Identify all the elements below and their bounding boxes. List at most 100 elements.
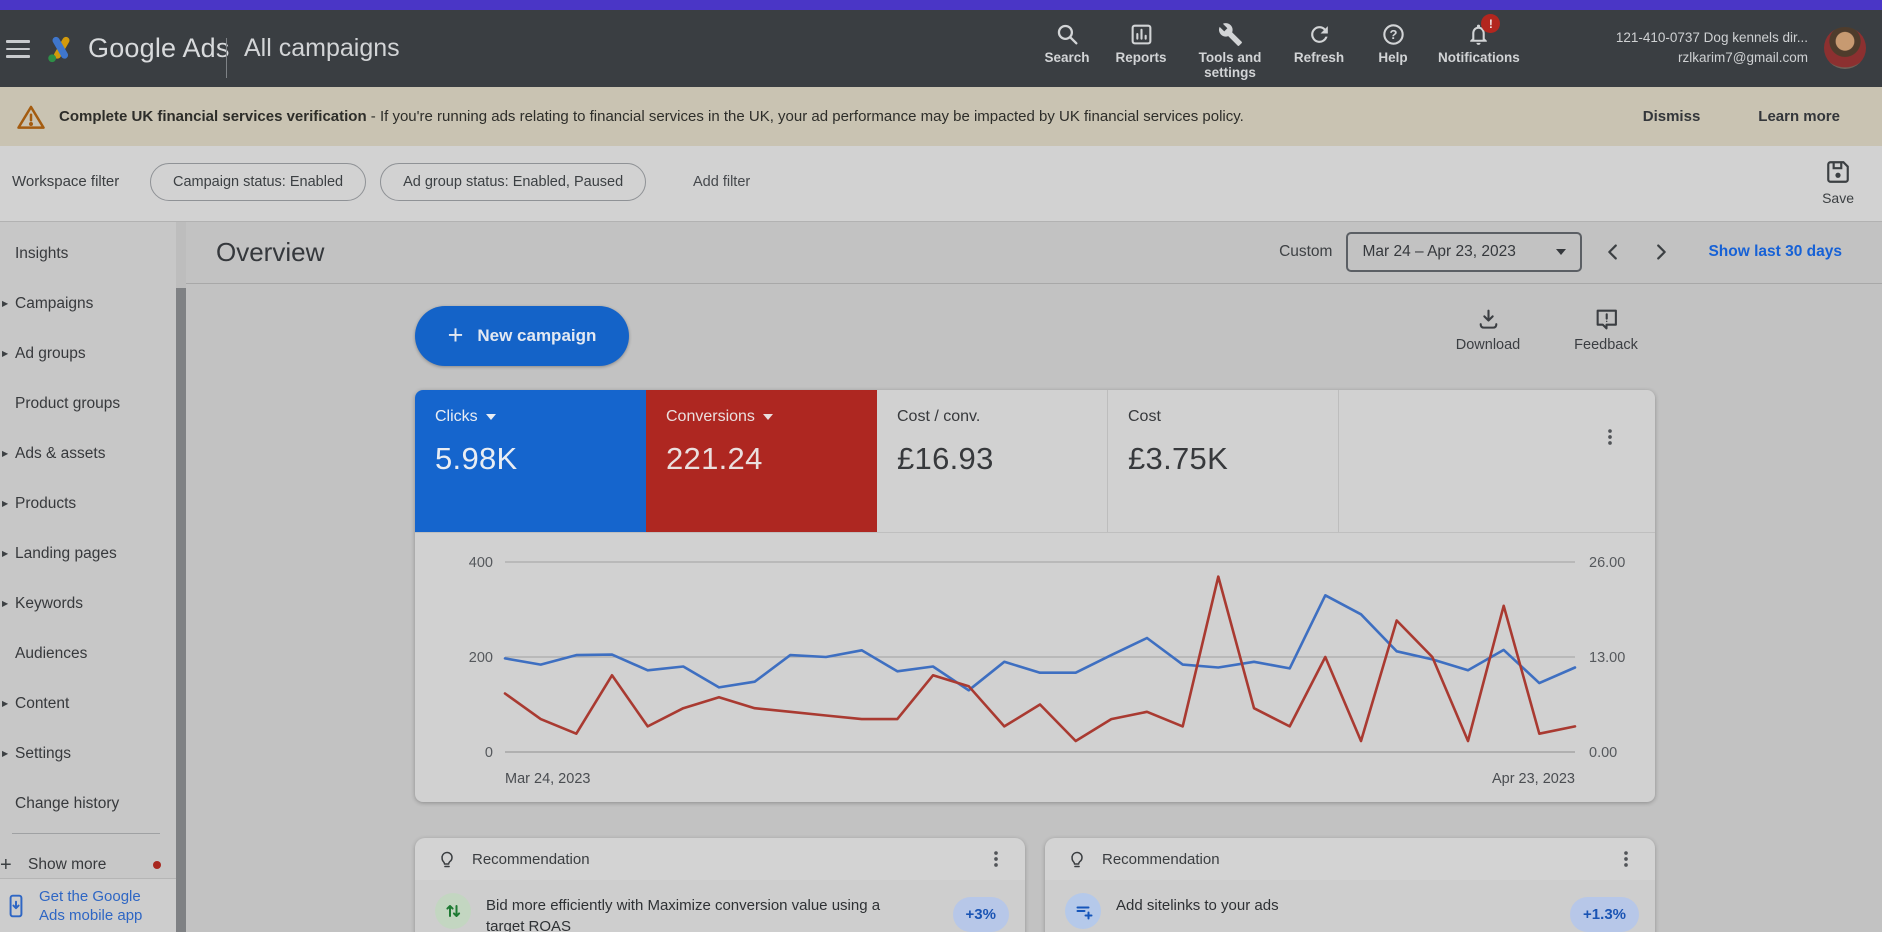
save-button[interactable]: Save (1816, 158, 1860, 207)
sidebar-item-keywords[interactable]: ▶Keywords (0, 589, 174, 619)
nav-tools-and-settings[interactable]: Tools and settings (1186, 22, 1274, 80)
bid-strategy-icon (435, 893, 471, 929)
sidebar-item-content[interactable]: ▶Content (0, 689, 174, 719)
metric-tile-clicks[interactable]: Clicks 5.98K (415, 390, 646, 532)
sidebar-item-products[interactable]: ▶Products (0, 489, 174, 519)
lightbulb-icon (437, 849, 457, 869)
card-menu-button[interactable] (1595, 422, 1625, 452)
filter-pills: Campaign status: Enabled Ad group status:… (150, 163, 646, 201)
svg-text:0.00: 0.00 (1589, 745, 1617, 761)
nav-refresh[interactable]: Refresh (1290, 22, 1348, 65)
recommendation-title: Recommendation (472, 851, 590, 868)
topbar-divider (226, 38, 227, 78)
nav-reports[interactable]: Reports (1112, 22, 1170, 65)
sidebar-item-settings[interactable]: ▶Settings (0, 739, 174, 769)
recommendation-menu-button[interactable] (981, 844, 1011, 874)
show-more-label: Show more (28, 850, 106, 880)
svg-text:Apr 23, 2023: Apr 23, 2023 (1492, 771, 1575, 787)
accent-strip (0, 0, 1882, 10)
overview-chart[interactable]: 00.0020013.0040026.00Mar 24, 2023Apr 23,… (435, 540, 1635, 792)
expand-arrow-icon: ▶ (2, 689, 8, 719)
overview-header: Overview Custom Mar 24 – Apr 23, 2023 Sh… (186, 222, 1882, 284)
svg-text:13.00: 13.00 (1589, 650, 1625, 666)
mobile-app-link[interactable]: Get the Google Ads mobile app (0, 878, 176, 932)
filter-pill[interactable]: Campaign status: Enabled (150, 163, 366, 201)
sitelink-icon (1065, 893, 1101, 929)
show-more-button[interactable]: + Show more (0, 850, 174, 880)
metric-value: £16.93 (897, 441, 1107, 477)
metric-label: Cost / conv. (897, 408, 980, 426)
recommendation-card-bidding: Recommendation Bid more efficiently with… (415, 838, 1025, 932)
metric-tiles: Clicks 5.98K Conversions 221.24 Cost / c… (415, 390, 1655, 533)
sidebar-item-audiences[interactable]: Audiences (0, 639, 174, 669)
sidebar-item-ad-groups[interactable]: ▶Ad groups (0, 339, 174, 369)
sidebar-item-campaigns[interactable]: ▶Campaigns (0, 289, 174, 319)
recommendation-menu-button[interactable] (1611, 844, 1641, 874)
sidebar-scrollbar[interactable] (176, 222, 186, 932)
notification-dot (153, 861, 161, 869)
sidebar-item-insights[interactable]: Insights (0, 239, 174, 269)
save-icon (1825, 159, 1851, 188)
sidebar-item-product-groups[interactable]: Product groups (0, 389, 174, 419)
help-icon: ? (1381, 22, 1406, 47)
notifications-icon: ! (1466, 22, 1491, 47)
plus-icon: + (448, 322, 464, 349)
feedback-icon (1594, 307, 1619, 332)
impact-badge: +1.3% (1570, 897, 1639, 932)
metric-label: Clicks (435, 408, 478, 426)
lightbulb-icon (1067, 849, 1087, 869)
next-period-button[interactable] (1644, 235, 1678, 269)
expand-arrow-icon: ▶ (2, 289, 8, 319)
nav-notifications[interactable]: !Notifications (1438, 22, 1520, 65)
account-email: rzlkarim7@gmail.com (1616, 48, 1808, 68)
nav-search[interactable]: Search (1038, 22, 1096, 65)
account-info[interactable]: 121-410-0737 Dog kennels dir... rzlkarim… (1616, 28, 1808, 68)
download-button[interactable]: Download (1442, 306, 1534, 354)
refresh-icon (1307, 22, 1332, 47)
learn-more-button[interactable]: Learn more (1758, 108, 1840, 125)
new-campaign-button[interactable]: + New campaign (415, 306, 629, 366)
recommendation-text: Add sitelinks to your ads (1116, 895, 1279, 916)
filter-pill[interactable]: Ad group status: Enabled, Paused (380, 163, 646, 201)
sidebar-item-ads-assets[interactable]: ▶Ads & assets (0, 439, 174, 469)
metric-label: Cost (1128, 408, 1161, 426)
previous-period-button[interactable] (1596, 235, 1630, 269)
reports-icon (1129, 22, 1154, 47)
sidebar-item-change-history[interactable]: Change history (0, 789, 174, 819)
sidebar-item-landing-pages[interactable]: ▶Landing pages (0, 539, 174, 569)
expand-arrow-icon: ▶ (2, 439, 8, 469)
date-range-picker[interactable]: Mar 24 – Apr 23, 2023 (1346, 232, 1582, 272)
chevron-down-icon[interactable] (763, 414, 773, 420)
overview-metrics-card: Clicks 5.98K Conversions 221.24 Cost / c… (415, 390, 1655, 802)
google-ads-logo-icon (44, 32, 78, 66)
expand-arrow-icon: ▶ (2, 339, 8, 369)
mobile-app-icon (3, 893, 29, 919)
metric-tile-conversions[interactable]: Conversions 221.24 (646, 390, 877, 532)
scrollbar-thumb[interactable] (176, 288, 186, 932)
metric-value: 5.98K (435, 441, 646, 477)
metric-tile-cost-per-conv[interactable]: Cost / conv. £16.93 (877, 390, 1108, 532)
show-last-30-days-link[interactable]: Show last 30 days (1702, 242, 1848, 262)
add-filter-button[interactable]: Add filter (687, 173, 756, 191)
metric-value: 221.24 (666, 441, 877, 477)
banner-body: - If you're running ads relating to fina… (371, 108, 1244, 125)
workspace-filter-label: Workspace filter (12, 173, 119, 190)
recommendation-body[interactable]: Bid more efficiently with Maximize conve… (415, 880, 1025, 932)
recommendation-body[interactable]: Add sitelinks to your ads +1.3% (1045, 880, 1655, 932)
warning-icon (16, 102, 46, 132)
dismiss-button[interactable]: Dismiss (1643, 108, 1701, 125)
expand-arrow-icon: ▶ (2, 589, 8, 619)
account-id: 121-410-0737 Dog kennels dir... (1616, 28, 1808, 48)
chevron-down-icon[interactable] (486, 414, 496, 420)
svg-text:200: 200 (469, 650, 493, 666)
feedback-button[interactable]: Feedback (1556, 306, 1656, 354)
metric-tile-cost[interactable]: Cost £3.75K (1108, 390, 1339, 532)
recommendation-text: Bid more efficiently with Maximize conve… (486, 895, 916, 932)
feedback-label: Feedback (1574, 337, 1638, 353)
nav-help[interactable]: ?Help (1364, 22, 1422, 65)
avatar[interactable] (1824, 27, 1866, 69)
menu-icon[interactable] (6, 40, 30, 58)
filter-bar: Workspace filter Campaign status: Enable… (0, 146, 1882, 222)
breadcrumb: All campaigns (244, 10, 400, 87)
main-content: Overview Custom Mar 24 – Apr 23, 2023 Sh… (186, 222, 1882, 932)
